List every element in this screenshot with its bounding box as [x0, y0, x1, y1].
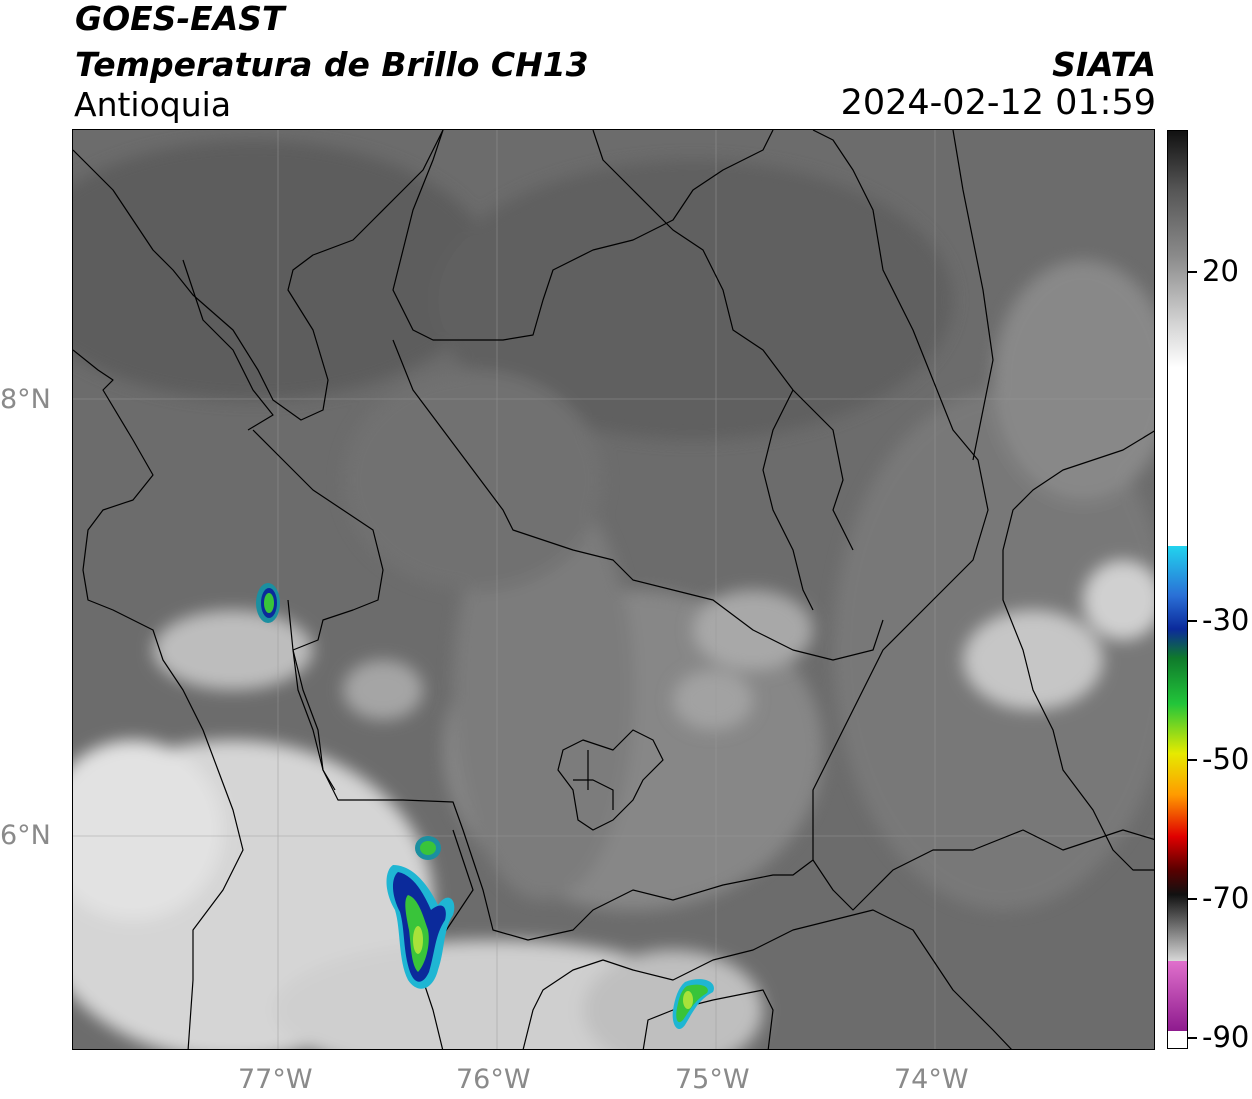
colorbar-tick-minus30 — [1188, 620, 1197, 622]
coastline-uraba — [182, 259, 274, 431]
dept-border-ne — [1002, 430, 1154, 871]
mid-area-center — [343, 370, 603, 590]
medellin-area — [557, 729, 664, 831]
dept-border-se — [812, 829, 1154, 911]
colorbar-tick-minus70 — [1188, 898, 1197, 900]
colorbar — [1167, 130, 1188, 1049]
cloud-sw-2 — [73, 740, 223, 920]
cloud-center-left — [343, 660, 423, 720]
colorbar-label-20: 20 — [1202, 254, 1239, 288]
product-title: Temperatura de Brillo CH13 — [75, 45, 589, 84]
colorbar-tick-20 — [1188, 271, 1197, 273]
cold-cloud-west — [256, 583, 280, 623]
lat-label-8n: 8°N — [0, 384, 51, 415]
colorbar-label-minus90: -90 — [1202, 1020, 1250, 1054]
colorbar-tick-minus50 — [1188, 759, 1197, 761]
caldas-border — [642, 989, 774, 1049]
cloud-west — [153, 610, 313, 690]
border-cordoba — [392, 339, 884, 661]
colorbar-label-minus50: -50 — [1202, 742, 1250, 776]
colorbar-tick-minus90 — [1188, 1037, 1197, 1039]
cloud-east-2 — [1083, 560, 1154, 640]
graticule — [73, 130, 1154, 1049]
colorbar-label-minus70: -70 — [1202, 881, 1250, 915]
antioquia-border — [252, 130, 989, 941]
colorbar-label-minus30: -30 — [1202, 603, 1250, 637]
light-area-ne — [993, 260, 1154, 500]
river-atrato-1 — [287, 599, 336, 791]
boundaries — [73, 130, 1154, 1049]
cloud-se — [583, 950, 763, 1049]
region-label: Antioquia — [74, 85, 232, 124]
coastline-pacific — [73, 349, 244, 1049]
antioquia-north-border — [392, 130, 774, 341]
cold-cloud-tops — [256, 583, 714, 1030]
medellin-inner — [573, 750, 614, 810]
agency-label: SIATA — [1052, 45, 1156, 84]
lon-label-75w: 75°W — [675, 1064, 750, 1095]
lon-label-77w: 77°W — [238, 1064, 313, 1095]
coastline-caribbean — [73, 130, 444, 421]
dept-border-south — [522, 909, 1012, 1049]
lon-label-74w: 74°W — [894, 1064, 969, 1095]
dark-area-n — [433, 160, 953, 440]
cold-cloud-south-a — [415, 836, 441, 860]
dept-border-east — [952, 130, 994, 461]
inner-border-1 — [592, 130, 854, 551]
satellite-map — [72, 129, 1155, 1050]
cold-cloud-south-b — [386, 865, 455, 989]
cold-cloud-south-c — [672, 979, 714, 1030]
datetime-label: 2024-02-12 01:59 — [840, 83, 1156, 123]
lon-label-76w: 76°W — [456, 1064, 531, 1095]
satellite-title: GOES-EAST — [75, 0, 285, 38]
cloud-central-2 — [673, 670, 753, 730]
lat-label-6n: 6°N — [0, 820, 51, 851]
border-east-mid — [762, 389, 814, 611]
cloud-east — [963, 610, 1103, 710]
